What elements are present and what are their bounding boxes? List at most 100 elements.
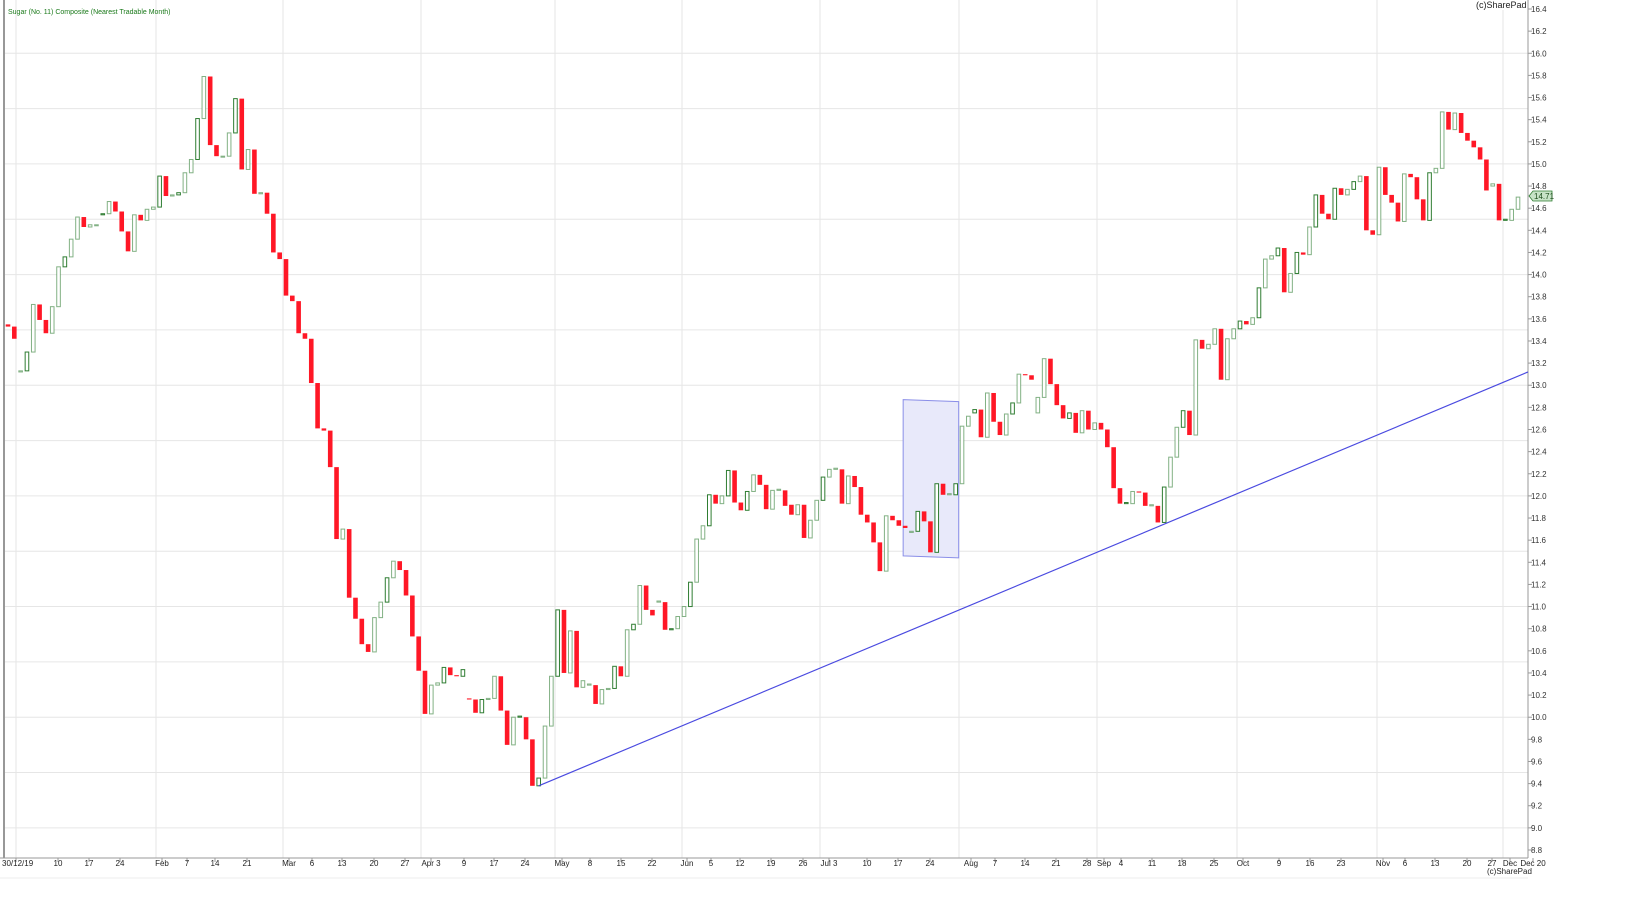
- candle-down: [81, 217, 87, 227]
- candle-up: [68, 238, 74, 258]
- candle-down: [1395, 202, 1401, 222]
- candle-down: [334, 467, 339, 540]
- y-tick-label: 13.4: [1531, 337, 1547, 346]
- candle-up: [599, 689, 605, 705]
- candle-down: [473, 699, 478, 713]
- x-tick-label: 8: [588, 859, 593, 868]
- candle-up: [429, 684, 434, 715]
- x-tick-label: 27: [401, 859, 410, 868]
- candle-down: [782, 490, 788, 506]
- candle-up: [106, 201, 112, 215]
- candle-up: [833, 467, 838, 470]
- candle-up: [1439, 111, 1445, 169]
- y-tick-label: 12.6: [1531, 426, 1547, 435]
- y-tick-label: 13.6: [1531, 315, 1547, 324]
- x-tick-label: 10: [54, 859, 63, 868]
- candle-down: [1281, 248, 1287, 293]
- y-tick-label: 11.4: [1531, 558, 1547, 567]
- y-tick-label: 12.8: [1531, 403, 1547, 412]
- y-tick-label: 14.0: [1531, 271, 1547, 280]
- candle-up: [555, 609, 560, 677]
- candle-down: [877, 542, 883, 572]
- y-tick-label: 9.6: [1531, 757, 1543, 766]
- candle-up: [542, 725, 548, 779]
- candle-up: [909, 530, 914, 533]
- candle-up: [100, 213, 106, 216]
- x-tick-label: Aug: [964, 859, 978, 868]
- candle-up: [492, 675, 497, 699]
- candle-down: [1142, 492, 1148, 506]
- x-tick-label: Nov: [1376, 859, 1390, 868]
- x-tick-label: 21: [1052, 859, 1061, 868]
- x-tick-label: 21: [243, 859, 252, 868]
- candle-up: [966, 415, 971, 427]
- candle-down: [1300, 252, 1306, 255]
- candle-up: [1206, 343, 1211, 350]
- candle-up: [586, 683, 592, 686]
- x-tick-label: 12: [736, 859, 745, 868]
- candle-up: [1515, 196, 1521, 210]
- last-price-label: 14.71: [1534, 192, 1555, 201]
- candle-up: [1212, 328, 1218, 345]
- x-tick-label: Jun: [681, 859, 694, 868]
- x-tick-label: Sep: [1097, 859, 1112, 868]
- candle-down: [498, 676, 504, 711]
- candle-down: [1098, 422, 1104, 430]
- candle-down: [1471, 140, 1477, 148]
- candle-up: [915, 510, 921, 532]
- candle-up: [1149, 504, 1154, 507]
- y-tick-label: 15.0: [1531, 160, 1547, 169]
- y-tick-label: 10.6: [1531, 647, 1547, 656]
- y-tick-label: 14.6: [1531, 204, 1547, 213]
- candle-down: [530, 739, 535, 786]
- candle-up: [24, 351, 30, 372]
- candle-up: [1256, 287, 1262, 319]
- candle-up: [959, 425, 965, 485]
- candle-down: [277, 252, 282, 260]
- candle-up: [1010, 402, 1015, 415]
- y-tick-label: 9.2: [1531, 802, 1543, 811]
- x-tick-label: 24: [926, 859, 935, 868]
- candle-up: [744, 490, 750, 511]
- candle-down: [271, 213, 276, 253]
- x-tick-label: 15: [617, 859, 626, 868]
- candle-down: [1155, 505, 1161, 523]
- candle-down: [252, 149, 257, 194]
- candle-up: [947, 493, 952, 496]
- copyright-top: (c)SharePad: [1476, 0, 1527, 10]
- candle-up: [1351, 181, 1357, 190]
- x-tick-label: 16: [1306, 859, 1315, 868]
- candle-up: [631, 623, 636, 631]
- candle-down: [896, 520, 902, 526]
- candle-up: [1427, 172, 1432, 221]
- candle-down: [593, 685, 598, 704]
- candle-up: [435, 682, 440, 686]
- candle-up: [245, 149, 251, 170]
- candle-down: [1218, 328, 1224, 380]
- x-tick-label: 7: [185, 859, 190, 868]
- y-tick-label: 12.0: [1531, 492, 1547, 501]
- candle-down: [327, 430, 333, 468]
- candle-up: [132, 214, 137, 252]
- candle-up: [182, 172, 188, 194]
- candle-up: [226, 132, 232, 157]
- candle-up: [953, 483, 958, 496]
- candle-down: [1338, 188, 1344, 195]
- candle-up: [1180, 410, 1186, 428]
- x-tick-label: 28: [1083, 859, 1092, 868]
- candle-down: [1496, 183, 1502, 221]
- candle-up: [688, 581, 693, 608]
- x-tick-label: 6: [1403, 859, 1408, 868]
- candle-down: [1326, 213, 1331, 220]
- candle-up: [984, 392, 990, 438]
- candle-down: [504, 710, 510, 745]
- candle-down: [618, 666, 624, 677]
- candle-up: [605, 687, 611, 691]
- candle-down: [940, 483, 946, 495]
- candle-up: [56, 266, 61, 308]
- chart-title: Sugar (No. 11) Composite (Nearest Tradab…: [8, 9, 171, 16]
- candle-up: [706, 494, 712, 527]
- candle-up: [340, 528, 346, 540]
- candle-up: [188, 158, 194, 174]
- candle-up: [62, 256, 68, 268]
